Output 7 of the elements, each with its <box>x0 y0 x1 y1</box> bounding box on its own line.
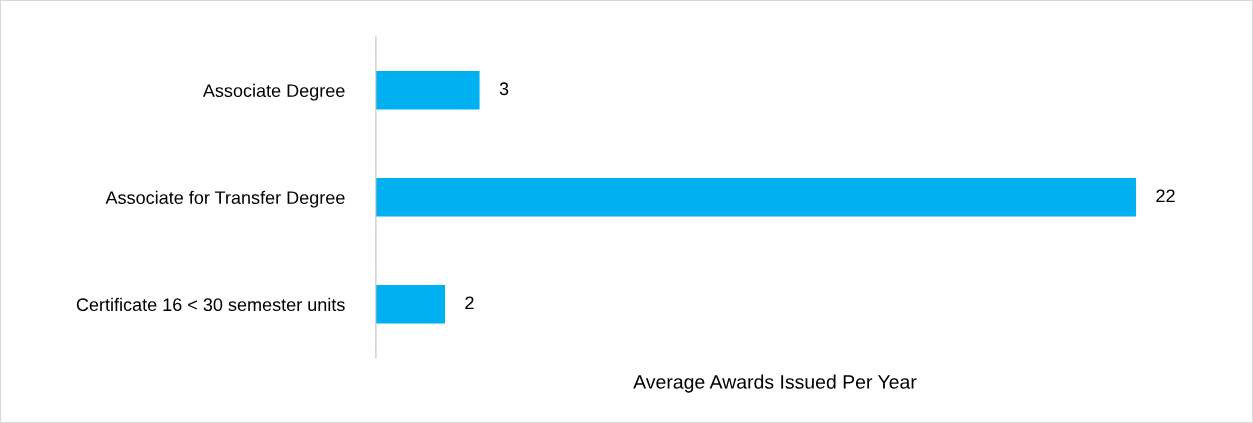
y-tick-label: Certificate 16 < 30 semester units <box>76 297 345 312</box>
data-label: 22 <box>1156 189 1175 202</box>
x-axis-title: Average Awards Issued Per Year <box>633 374 917 393</box>
data-label: 2 <box>465 296 474 310</box>
y-tick-label: Associate for Transfer Degree <box>105 190 345 208</box>
y-tick-label: Associate Degree <box>202 83 345 101</box>
data-label: 3 <box>499 82 509 96</box>
